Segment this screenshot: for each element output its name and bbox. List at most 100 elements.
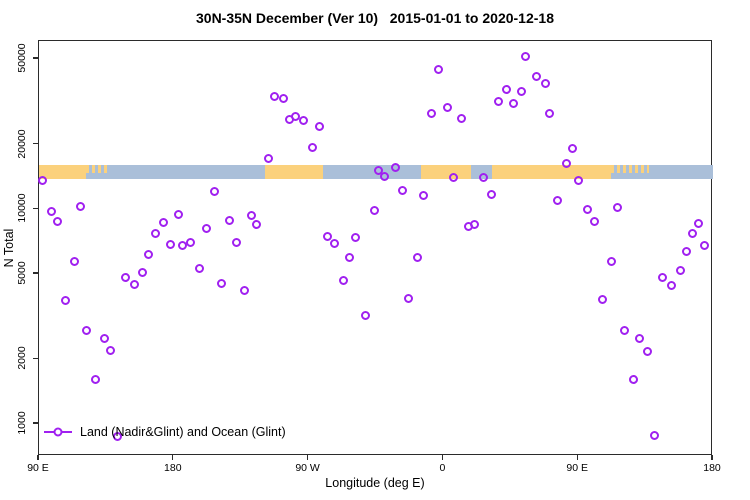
x-axis-title: Longitude (deg E) <box>325 476 425 490</box>
x-tick-mark <box>306 455 309 460</box>
data-point <box>456 113 466 123</box>
data-point <box>113 432 123 441</box>
data-point <box>210 186 220 196</box>
legend-point-icon <box>53 427 63 437</box>
x-tick-label: 90 E <box>27 462 49 474</box>
data-point <box>165 240 175 250</box>
data-point <box>545 109 555 119</box>
data-point <box>291 111 301 121</box>
data-point <box>650 431 660 441</box>
land-segment <box>492 164 612 180</box>
data-point <box>442 102 452 112</box>
data-point <box>478 172 488 182</box>
data-point <box>252 220 262 229</box>
data-point <box>37 176 47 186</box>
data-point <box>426 109 436 119</box>
legend: Land (Nadir&Glint) and Ocean (Glint) <box>44 424 286 440</box>
data-point <box>390 163 400 173</box>
data-point <box>137 268 147 278</box>
data-point <box>247 211 257 221</box>
land-segment <box>265 164 323 180</box>
x-tick-mark <box>441 455 444 460</box>
data-point <box>350 232 360 242</box>
data-point <box>666 280 676 290</box>
data-point <box>158 217 168 227</box>
data-point <box>694 219 704 229</box>
mixed-segment <box>611 164 649 180</box>
data-point <box>344 253 354 263</box>
ocean-segment <box>109 164 266 180</box>
x-tick-mark <box>37 455 39 460</box>
data-point <box>173 209 183 219</box>
ocean-segment <box>648 164 713 180</box>
data-point <box>508 99 518 109</box>
data-point <box>620 325 630 335</box>
data-point <box>531 72 541 82</box>
land-segment <box>420 164 472 180</box>
data-point <box>553 195 563 205</box>
data-point <box>53 216 63 226</box>
y-axis-title: N Total <box>2 228 16 268</box>
data-point <box>516 87 526 97</box>
data-point <box>298 115 308 125</box>
x-tick-label: 180 <box>164 462 182 474</box>
data-point <box>494 97 504 107</box>
data-point <box>278 93 288 103</box>
data-point <box>613 202 623 212</box>
data-point <box>185 238 195 248</box>
data-point <box>70 256 80 266</box>
y-tick-mark <box>33 207 38 209</box>
data-point <box>562 159 572 169</box>
y-tick-label: 5000 <box>16 261 28 285</box>
data-point <box>419 190 429 200</box>
data-point <box>486 190 496 200</box>
data-point <box>540 79 550 89</box>
data-point <box>338 275 348 285</box>
data-point <box>76 201 86 211</box>
data-point <box>61 296 71 306</box>
mixed-segment <box>86 164 110 180</box>
data-point <box>521 52 531 62</box>
data-point <box>150 229 160 239</box>
data-point <box>404 294 414 304</box>
data-point <box>635 333 645 343</box>
data-point <box>606 256 616 266</box>
data-point <box>687 229 697 239</box>
land-segment <box>39 164 87 180</box>
data-point <box>658 273 668 283</box>
data-point <box>129 279 139 289</box>
data-point <box>412 253 422 263</box>
data-point <box>449 172 459 182</box>
data-point <box>700 241 710 251</box>
data-point <box>270 91 280 101</box>
data-point <box>583 204 593 214</box>
y-tick-mark <box>33 422 38 424</box>
data-point <box>434 65 444 75</box>
data-point <box>642 346 652 356</box>
data-point <box>322 232 332 242</box>
y-tick-label: 10000 <box>16 193 28 223</box>
data-point <box>232 238 242 248</box>
data-point <box>590 216 600 226</box>
data-point <box>202 224 212 234</box>
data-point <box>568 143 578 153</box>
x-tick-mark <box>172 455 174 460</box>
data-point <box>120 273 130 283</box>
x-tick-label: 90 E <box>566 462 588 474</box>
y-tick-mark <box>33 272 38 274</box>
data-point <box>143 249 153 259</box>
data-point <box>99 333 109 343</box>
data-point <box>380 172 390 182</box>
data-point <box>194 264 204 274</box>
data-point <box>329 239 339 249</box>
data-point <box>598 294 608 304</box>
data-point <box>105 345 115 355</box>
y-tick-label: 1000 <box>16 411 28 435</box>
data-point <box>178 241 188 251</box>
legend-label: Land (Nadir&Glint) and Ocean (Glint) <box>80 425 286 439</box>
x-tick-mark <box>576 455 578 460</box>
data-point <box>629 375 639 385</box>
data-point <box>264 154 274 164</box>
legend-line-symbol <box>44 427 72 437</box>
